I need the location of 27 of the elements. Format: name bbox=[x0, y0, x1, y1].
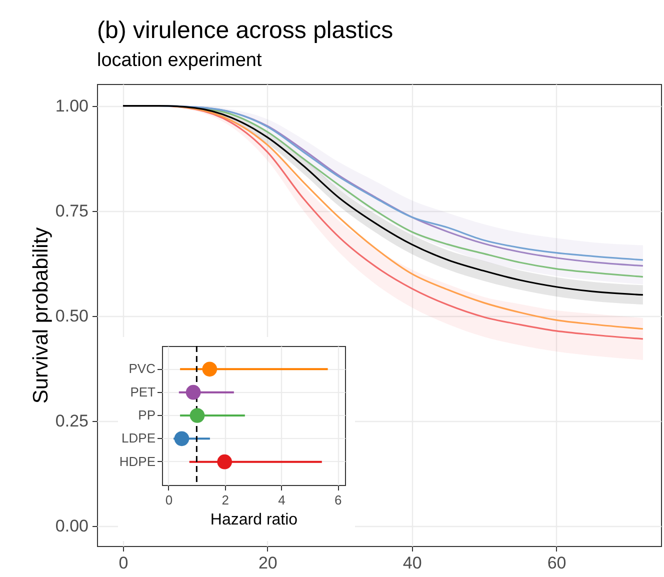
chart-subtitle: location experiment bbox=[97, 50, 262, 71]
y-tick-label: PVC bbox=[128, 361, 156, 376]
x-axis-title: Hazard ratio bbox=[210, 512, 298, 528]
y-tick-label: PET bbox=[130, 384, 156, 400]
y-axis-title: Survival probability bbox=[29, 226, 52, 404]
point bbox=[190, 408, 205, 423]
y-tick-label: 0.50 bbox=[55, 306, 88, 326]
x-tick-label: 20 bbox=[258, 554, 278, 572]
y-tick-label: PP bbox=[138, 408, 156, 422]
point bbox=[217, 454, 232, 470]
y-tick-label: 0.00 bbox=[55, 516, 88, 536]
x-tick-label: 40 bbox=[402, 554, 422, 572]
x-tick-label: 0 bbox=[118, 554, 128, 572]
y-tick-label: 0.75 bbox=[55, 201, 88, 220]
point bbox=[174, 431, 190, 446]
x-tick-label: 4 bbox=[278, 492, 286, 508]
y-tick-label: 1.00 bbox=[55, 96, 88, 116]
y-tick-label: 0.25 bbox=[55, 411, 88, 430]
chart-title: (b) virulence across plastics bbox=[97, 17, 394, 44]
point bbox=[202, 362, 218, 377]
y-tick-label: HDPE bbox=[119, 454, 156, 469]
point bbox=[186, 384, 201, 400]
x-tick-label: 6 bbox=[334, 492, 342, 508]
y-tick-label: LDPE bbox=[122, 430, 156, 446]
x-tick-label: 0 bbox=[165, 492, 173, 508]
x-tick-label: 2 bbox=[222, 492, 229, 508]
x-tick-label: 60 bbox=[547, 554, 566, 572]
